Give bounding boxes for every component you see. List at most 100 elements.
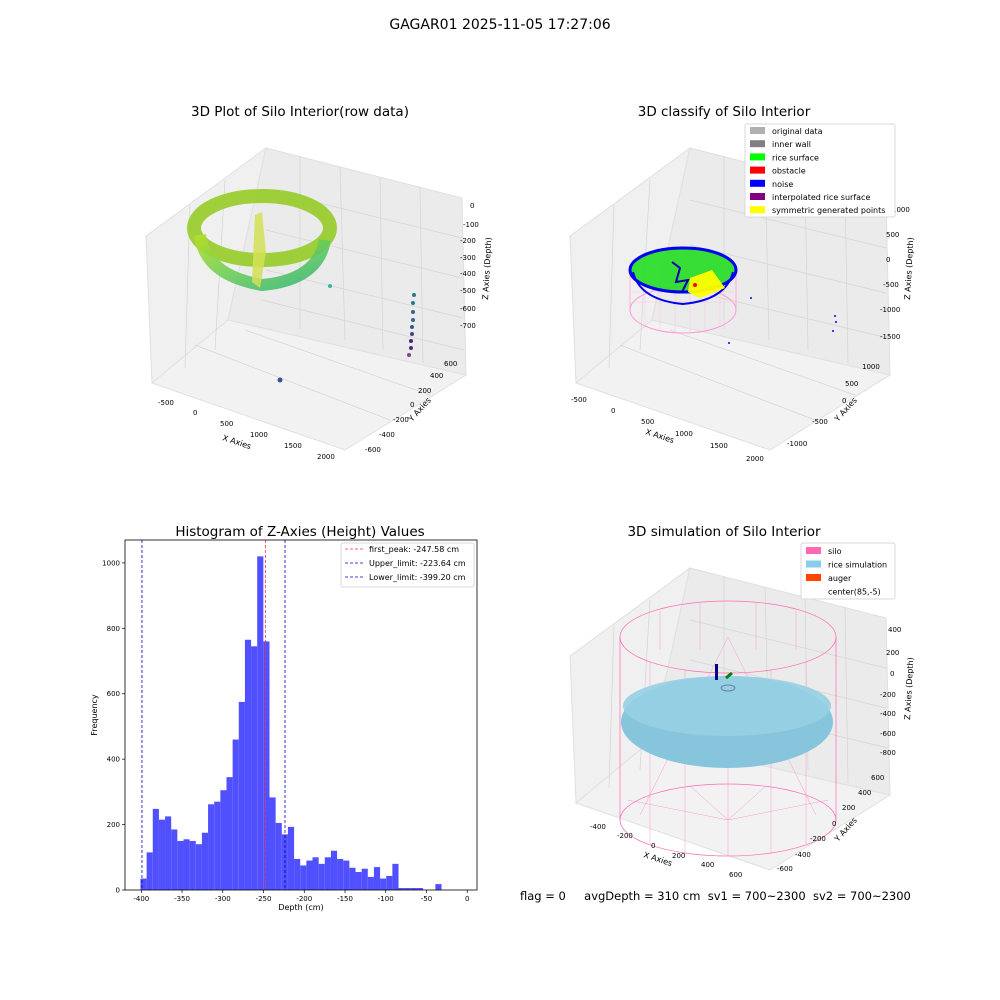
legend-label: rice simulation xyxy=(828,561,887,570)
panel2-obstacle-dot xyxy=(693,283,697,287)
panel1-point-cloud-wall xyxy=(194,233,331,292)
panel4-legend: silo rice simulation auger center(85,-5) xyxy=(800,542,896,600)
histogram-x-ticks: -400 -350 -300 -250 -200 -150 -100 -50 0 xyxy=(133,890,469,903)
panel4-ztick: -800 xyxy=(880,749,896,757)
legend-label: first_peak: -247.58 cm xyxy=(369,545,459,554)
histogram-bar xyxy=(177,840,184,890)
panel4-title: 3D simulation of Silo Interior xyxy=(627,524,821,540)
legend-swatch xyxy=(806,574,821,581)
histogram-bar xyxy=(287,826,295,890)
histogram-bar xyxy=(435,884,442,890)
histogram-bar xyxy=(269,797,276,890)
panel1-outlier-points xyxy=(277,284,416,383)
panel2-legend: original data inner wall rice surface obsta… xyxy=(744,123,896,218)
histogram-bar xyxy=(183,839,190,890)
histogram-bar xyxy=(171,829,178,890)
panel2-xlabel: X Axies xyxy=(644,427,675,445)
histogram-bar xyxy=(244,639,252,890)
panel4-ytick: -600 xyxy=(777,865,793,873)
panel1-ztick: -300 xyxy=(460,254,476,262)
legend-label: Lower_limit: -399.20 cm xyxy=(369,573,466,582)
flag-status: flag = 0 xyxy=(520,889,566,903)
panel2-ytick: 500 xyxy=(845,380,858,388)
histogram-bar xyxy=(410,888,417,890)
panel3-title: Histogram of Z-Axies (Height) Values xyxy=(175,524,425,540)
histogram-bar xyxy=(195,844,202,890)
panel1-z-ticklabels: 0 -100 -200 -300 -400 -500 -600 -700 xyxy=(460,202,479,330)
histogram-bar xyxy=(214,801,221,890)
histogram-bar xyxy=(306,860,313,890)
panel1-ztick: -600 xyxy=(460,305,476,313)
panel4-xtick: -400 xyxy=(590,823,606,831)
panel2-ztick: -500 xyxy=(883,281,899,289)
panel4-xtick: 600 xyxy=(729,871,742,879)
histogram-bar xyxy=(232,739,239,890)
panel2-xtick: 1500 xyxy=(710,442,728,450)
histogram-xtick-label: -300 xyxy=(215,895,231,903)
panel2-legend-box xyxy=(744,123,896,218)
panel1-xtick: 500 xyxy=(220,420,233,428)
histogram-ylabel: Frequency xyxy=(90,694,99,736)
histogram-bar xyxy=(337,858,344,890)
histogram-bar xyxy=(275,822,282,890)
panel4-ytick: 600 xyxy=(871,774,884,782)
histogram-bar xyxy=(251,646,258,890)
legend-swatch xyxy=(750,127,765,134)
panel1-ztick: 0 xyxy=(470,202,474,210)
legend-swatch xyxy=(750,153,765,161)
histogram-bar xyxy=(294,858,301,890)
histogram-bar xyxy=(152,808,159,890)
panel3-histogram: -400 -350 -300 -250 -200 -150 -100 -50 0 0 200 400… xyxy=(90,539,478,912)
panel2-obstacle-points xyxy=(671,261,690,293)
figure-title: GAGAR01 2025-11-05 17:27:06 xyxy=(389,17,611,33)
histogram-bar xyxy=(398,888,405,890)
legend-label: inner wall xyxy=(772,140,811,149)
panel1-ytick: 200 xyxy=(418,387,431,395)
status-footer: flag = 0 avgDepth = 310 cm sv1 = 700~230… xyxy=(520,889,911,903)
panel2-xtick: -500 xyxy=(571,396,587,404)
panel4-ytick: 0 xyxy=(832,820,836,828)
panel2-ztick: -1000 xyxy=(880,306,900,314)
panel4-zlabel: Z Axies (Depth) xyxy=(903,657,915,720)
panel4-ytick: -200 xyxy=(810,835,826,843)
panel4-ztick: 400 xyxy=(888,626,901,634)
panel4-auger-blade xyxy=(725,671,733,680)
histogram-ytick-label: 0 xyxy=(116,887,120,895)
panel2-ztick: 1000 xyxy=(892,206,910,214)
panel2-ytick: -500 xyxy=(812,418,828,426)
panel2-xtick: 0 xyxy=(611,407,615,415)
histogram-bar xyxy=(318,863,325,890)
histogram-bar xyxy=(226,777,233,890)
histogram-ytick-label: 1000 xyxy=(102,559,120,567)
panel4-legend-box xyxy=(800,542,896,600)
panel1-xtick: 1000 xyxy=(250,431,268,439)
legend-swatch xyxy=(806,547,821,554)
histogram-bar xyxy=(165,816,172,890)
legend-label: silo xyxy=(828,547,842,556)
legend-label: interpolated rice surface xyxy=(772,193,870,202)
histogram-bar xyxy=(257,556,264,890)
panel4-xtick: -200 xyxy=(617,832,633,840)
panel4-ztick: -600 xyxy=(880,730,896,738)
panel4-ztick: -200 xyxy=(880,691,896,699)
panel1-ztick: -400 xyxy=(460,270,476,278)
histogram-bar xyxy=(324,857,331,890)
legend-label: Upper_limit: -223.64 cm xyxy=(369,559,466,568)
legend-label: original data xyxy=(772,127,823,136)
panel1-xtick: 2000 xyxy=(317,453,335,461)
panel2-ztick: 500 xyxy=(886,231,899,239)
panel2-noise-points xyxy=(632,271,734,306)
histogram-ytick-label: 400 xyxy=(107,756,120,764)
panel2-zlabel: Z Axies (Depth) xyxy=(903,237,915,300)
panel1-xtick: 1500 xyxy=(284,442,302,450)
histogram-bar xyxy=(158,819,166,890)
panel1-axes3d: -500 0 500 1000 1500 2000 X Axies -600 -… xyxy=(145,146,493,461)
panel1-ztick: -700 xyxy=(460,322,476,330)
panel4-auger xyxy=(715,664,736,692)
panel1-xtick: 0 xyxy=(193,409,197,417)
histogram-bar xyxy=(349,867,356,890)
panel2-axes3d: -500 0 500 1000 1500 2000 X Axies -1000 … xyxy=(569,123,915,463)
histogram-bar xyxy=(312,857,319,890)
legend-swatch xyxy=(806,587,821,595)
